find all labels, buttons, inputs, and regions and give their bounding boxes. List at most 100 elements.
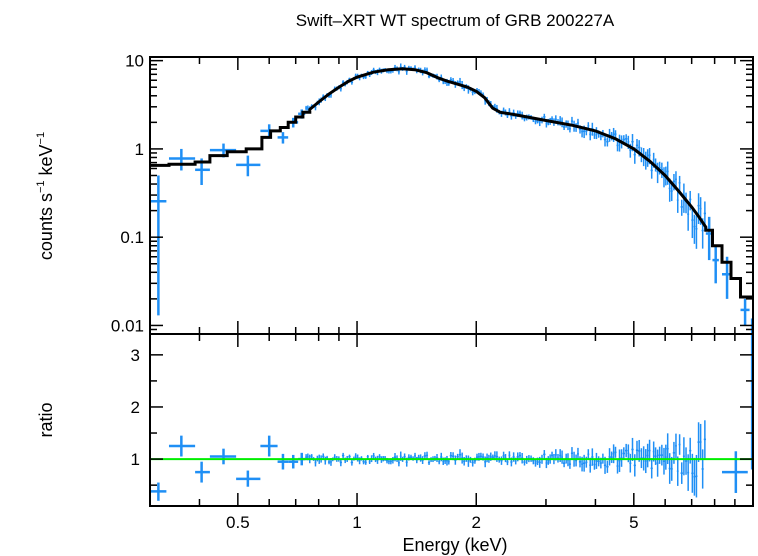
ratio-bin xyxy=(695,454,698,498)
ratio-bin xyxy=(570,447,574,460)
spectrum-point xyxy=(150,175,167,316)
spectrum-panel: 0.01 0.1 1 10 xyxy=(111,52,754,335)
ratio-bin xyxy=(614,446,617,458)
ratio-bin xyxy=(648,439,651,462)
y-tick-label: 3 xyxy=(131,346,140,365)
ratio-point xyxy=(209,448,237,465)
spectrum-panel-frame xyxy=(149,56,754,335)
ratio-bin xyxy=(693,457,696,496)
ratio-bin xyxy=(608,448,611,466)
ratio-bin xyxy=(354,453,357,459)
ratio-bin xyxy=(699,423,702,461)
ratio-panel: 0.5 1 2 5 1 2 3 xyxy=(131,333,754,532)
ratio-bin xyxy=(668,453,671,484)
spectrum-data-points xyxy=(150,63,754,334)
ratio-bin xyxy=(368,459,371,464)
ratio-bin xyxy=(518,452,522,460)
ratio-point xyxy=(168,435,196,457)
ratio-bin xyxy=(543,450,546,459)
ratio-bin xyxy=(577,447,579,460)
ratio-bin xyxy=(578,456,582,468)
ratio-bin xyxy=(568,459,571,469)
chart-title: Swift–XRT WT spectrum of GRB 200227A xyxy=(296,11,615,30)
ratio-bin xyxy=(397,459,400,467)
ratio-bin xyxy=(622,447,625,460)
x-tick-label: 1 xyxy=(352,513,361,532)
spectrum-bin xyxy=(656,162,659,184)
ratio-bin xyxy=(534,459,537,467)
ratio-bin xyxy=(426,451,428,460)
ratio-bin xyxy=(672,441,676,464)
y-tick-label: 10 xyxy=(125,52,144,71)
ratio-bin xyxy=(654,447,657,465)
spectrum-point xyxy=(168,148,196,171)
ratio-bin xyxy=(660,444,663,466)
ratio-bin xyxy=(512,452,515,462)
ratio-bin xyxy=(327,459,331,465)
ratio-bin xyxy=(633,454,636,477)
spectrum-point xyxy=(277,132,289,144)
ratio-bin xyxy=(414,452,416,459)
ratio-bin xyxy=(589,457,592,473)
ratio-bin xyxy=(427,460,431,465)
ratio-point xyxy=(277,453,289,470)
y-tick-label: 1 xyxy=(135,140,144,159)
ratio-bin xyxy=(646,443,649,468)
ratio-bin xyxy=(391,457,394,464)
x-tick-label: 5 xyxy=(629,513,638,532)
ratio-bin xyxy=(364,459,367,465)
ratio-bin xyxy=(595,452,598,469)
ratio-bin xyxy=(675,433,677,459)
ratio-data-points xyxy=(150,334,754,501)
ratio-bin xyxy=(684,447,688,475)
ratio-bin xyxy=(547,456,550,465)
ratio-bin xyxy=(561,450,563,464)
ratio-bin xyxy=(597,456,600,467)
ratio-point xyxy=(260,435,278,457)
ratio-bin xyxy=(662,447,665,475)
spectrum-bin xyxy=(624,134,628,145)
x-tick-label: 0.5 xyxy=(226,513,250,532)
spectrum-bin xyxy=(687,202,690,231)
y-tick-label: 0.01 xyxy=(111,316,144,335)
y-tick-label: 2 xyxy=(131,398,140,417)
ratio-bin xyxy=(562,459,566,468)
spectrum-bin xyxy=(662,167,665,188)
ratio-point xyxy=(721,451,748,493)
ratio-bin xyxy=(691,453,694,493)
ratio-bin xyxy=(650,458,653,479)
spectrum-bin xyxy=(614,130,617,139)
ratio-bin xyxy=(658,446,661,464)
ratio-bin xyxy=(366,454,369,459)
spectrum-bin xyxy=(644,151,647,170)
ratio-bin xyxy=(350,459,354,466)
ratio-bin xyxy=(606,460,609,473)
spectrum-point xyxy=(740,298,750,326)
spectrum-bin xyxy=(616,140,619,152)
ratio-bin xyxy=(612,444,615,464)
x-tick-label: 2 xyxy=(472,513,481,532)
ratio-bin xyxy=(372,452,375,459)
ratio-point xyxy=(150,482,167,501)
ratio-bin xyxy=(682,437,685,476)
ratio-bin xyxy=(664,444,667,470)
ratio-bin xyxy=(678,434,681,455)
ratio-point xyxy=(236,470,261,487)
ratio-bin xyxy=(631,437,634,462)
ratio-bin xyxy=(610,451,613,463)
ratio-bin xyxy=(324,456,327,465)
spectrum-point xyxy=(236,155,261,177)
ratio-bin xyxy=(701,449,704,489)
ratio-bin xyxy=(629,453,632,473)
ratio-bin xyxy=(587,449,590,460)
ratio-bin xyxy=(670,456,673,481)
ratio-bin xyxy=(616,458,619,474)
spectrum-bin xyxy=(666,161,669,185)
spectrum-bin xyxy=(650,163,653,179)
ratio-bin xyxy=(446,455,448,466)
ratio-bin xyxy=(486,453,488,463)
ratio-bin xyxy=(703,420,706,459)
ratio-bin xyxy=(341,452,345,459)
x-axis-label: Energy (keV) xyxy=(402,535,507,555)
